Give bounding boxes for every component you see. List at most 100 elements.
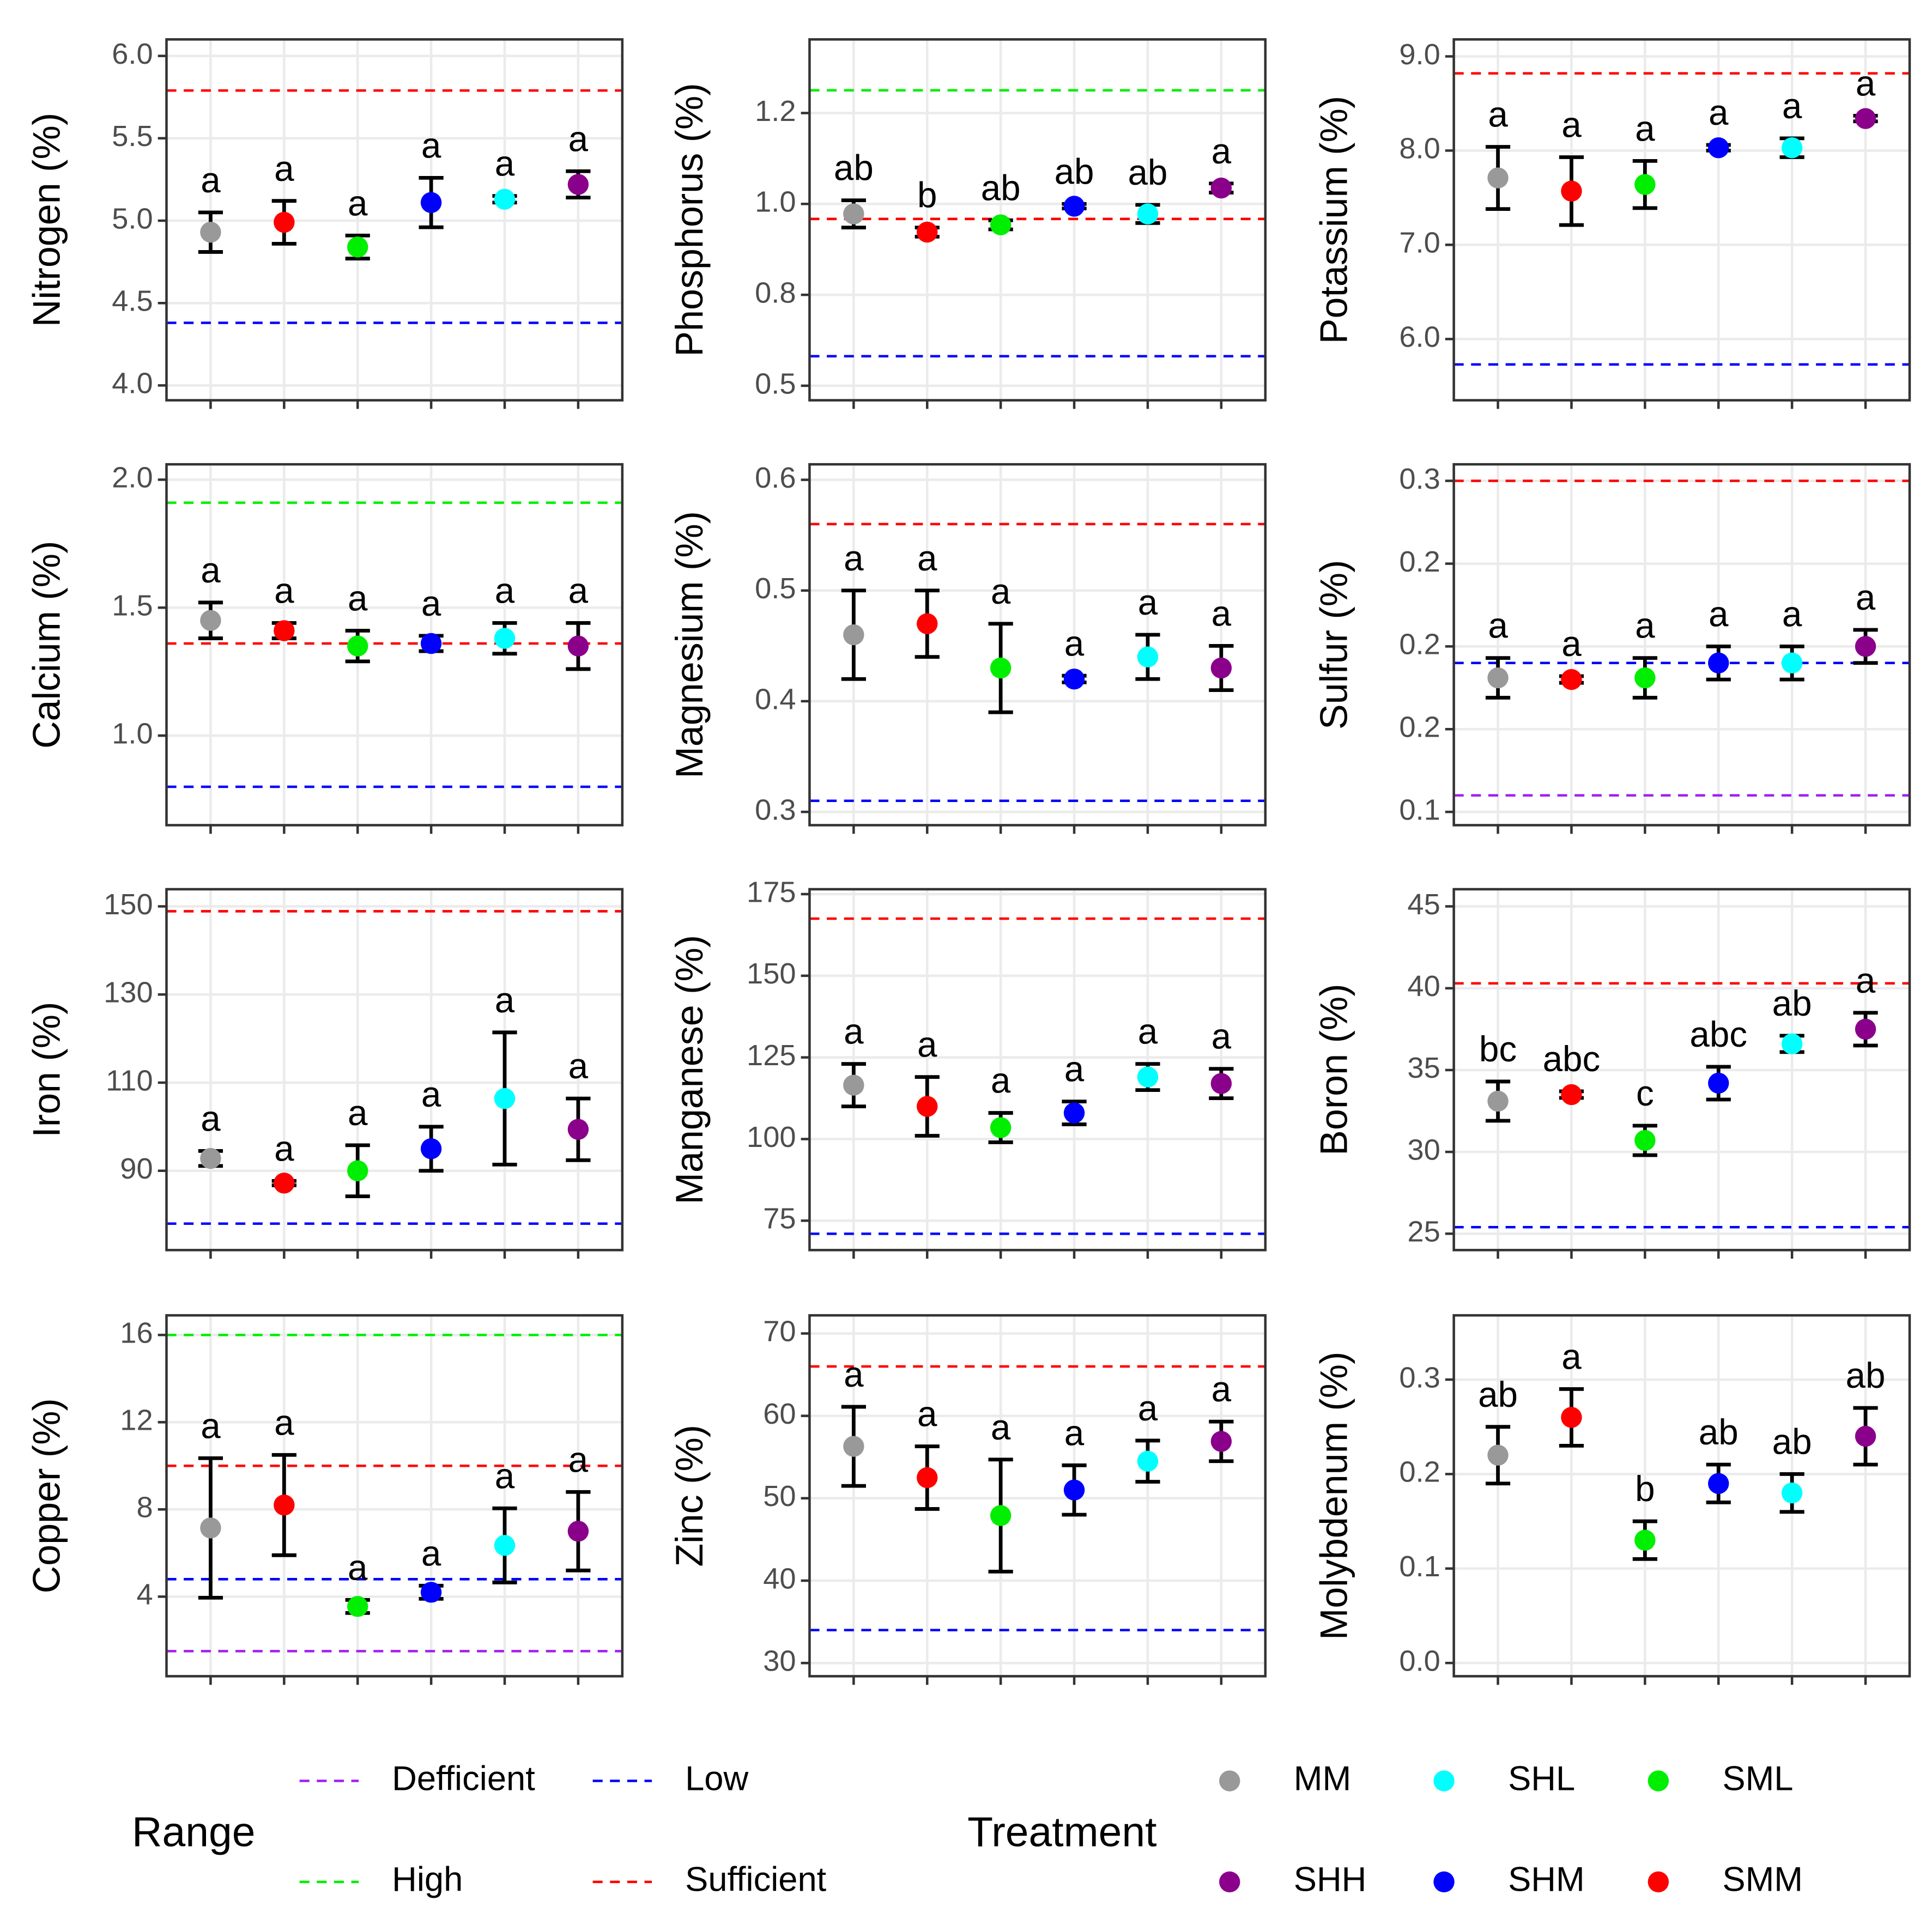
- point: [843, 1074, 864, 1096]
- point: [494, 628, 516, 649]
- group-letter: a: [1782, 86, 1802, 126]
- plot-border: [808, 463, 1267, 827]
- group-letter: a: [917, 1394, 937, 1434]
- group-letter: a: [1488, 606, 1508, 646]
- point: [1855, 1018, 1876, 1040]
- plot-border: [1452, 463, 1911, 827]
- y-tick-label: 30: [1407, 1133, 1440, 1166]
- point: [494, 189, 516, 210]
- point: [274, 1495, 295, 1516]
- group-letter: a: [1138, 582, 1158, 622]
- legend-label: SHL: [1508, 1759, 1575, 1798]
- y-tick-label: 0.2: [1399, 545, 1440, 578]
- y-tick-label: 100: [747, 1121, 796, 1153]
- group-letter: a: [1212, 131, 1232, 171]
- point: [1137, 1450, 1159, 1472]
- y-tick-label: 150: [747, 957, 796, 990]
- y-tick-label: 0.5: [755, 367, 796, 400]
- group-letter: ab: [1846, 1356, 1886, 1395]
- y-tick-label: 0.4: [755, 683, 796, 715]
- y-tick-label: 90: [120, 1152, 153, 1185]
- group-letter: a: [421, 125, 441, 165]
- group-letter: a: [844, 1012, 864, 1052]
- legend-key: [1648, 1770, 1669, 1792]
- point: [347, 236, 368, 258]
- point: [1210, 1073, 1232, 1094]
- y-tick-label: 1.2: [755, 95, 796, 127]
- plot-background: [809, 464, 1265, 825]
- legend-label: SMM: [1722, 1861, 1803, 1899]
- point: [347, 635, 368, 657]
- plot-border: [165, 463, 624, 827]
- group-letter: a: [1856, 578, 1876, 617]
- legend-key: [1219, 1871, 1240, 1893]
- plot-background: [1453, 1315, 1910, 1677]
- y-axis-title: Zinc (%): [668, 1425, 711, 1567]
- legend-label: SML: [1722, 1759, 1793, 1798]
- group-letter: a: [1561, 624, 1582, 664]
- group-letter: c: [1636, 1073, 1654, 1113]
- point: [274, 211, 295, 233]
- point: [843, 1436, 864, 1457]
- y-tick-label: 4: [136, 1578, 153, 1611]
- y-tick-label: 8.0: [1399, 132, 1440, 165]
- group-letter: a: [1856, 63, 1876, 103]
- plot-background: [1453, 464, 1910, 825]
- group-letter: a: [1064, 623, 1085, 663]
- point: [1210, 1431, 1232, 1452]
- group-letter: a: [348, 1547, 368, 1587]
- group-letter: a: [917, 1025, 937, 1065]
- y-tick-label: 0.6: [755, 461, 796, 494]
- y-tick-label: 1.0: [112, 717, 153, 750]
- group-letter: a: [568, 1440, 589, 1479]
- point: [990, 214, 1012, 235]
- group-letter: a: [991, 1407, 1011, 1447]
- y-tick-label: 0.0: [1399, 1644, 1440, 1677]
- group-letter: a: [274, 149, 294, 189]
- group-letter: a: [495, 980, 515, 1020]
- group-letter: a: [1138, 1388, 1158, 1428]
- group-letter: ab: [834, 148, 874, 188]
- legend-label: Sufficient: [685, 1861, 827, 1899]
- group-letter: a: [568, 119, 589, 159]
- point: [420, 1138, 442, 1159]
- y-tick-label: 1.0: [755, 186, 796, 218]
- point: [1137, 646, 1159, 667]
- group-letter: b: [1635, 1469, 1655, 1509]
- point: [567, 1521, 589, 1542]
- y-axis-title: Copper (%): [25, 1398, 68, 1593]
- y-tick-label: 50: [763, 1480, 796, 1513]
- point: [1063, 1479, 1085, 1501]
- group-letter: ab: [1478, 1375, 1518, 1414]
- legend-label: SHH: [1294, 1861, 1367, 1899]
- legend-title: Range: [132, 1808, 255, 1855]
- point: [1487, 167, 1509, 189]
- y-tick-label: 0.2: [1399, 628, 1440, 661]
- point: [1634, 1529, 1656, 1551]
- point: [420, 1582, 442, 1603]
- group-letter: a: [201, 1098, 221, 1138]
- point: [1063, 1102, 1085, 1124]
- point: [1634, 667, 1656, 689]
- y-tick-label: 125: [747, 1039, 796, 1072]
- point: [1708, 137, 1729, 159]
- point: [1634, 174, 1656, 195]
- legend-key: [1433, 1770, 1455, 1792]
- group-letter: a: [844, 538, 864, 578]
- y-tick-label: 12: [120, 1404, 153, 1437]
- y-tick-label: 16: [120, 1316, 153, 1349]
- plot-border: [808, 1314, 1267, 1678]
- y-axis-title: Iron (%): [25, 1002, 68, 1138]
- group-letter: a: [917, 538, 937, 578]
- y-axis-title: Nitrogen (%): [25, 113, 68, 327]
- point: [1137, 203, 1159, 224]
- y-tick-label: 6.0: [1399, 321, 1440, 354]
- group-letter: a: [1561, 1337, 1582, 1376]
- point: [200, 1147, 221, 1169]
- plot-border: [808, 888, 1267, 1252]
- group-letter: a: [421, 1074, 441, 1114]
- y-tick-label: 0.1: [1399, 1550, 1440, 1583]
- y-tick-label: 0.5: [755, 572, 796, 605]
- point: [1561, 1084, 1582, 1106]
